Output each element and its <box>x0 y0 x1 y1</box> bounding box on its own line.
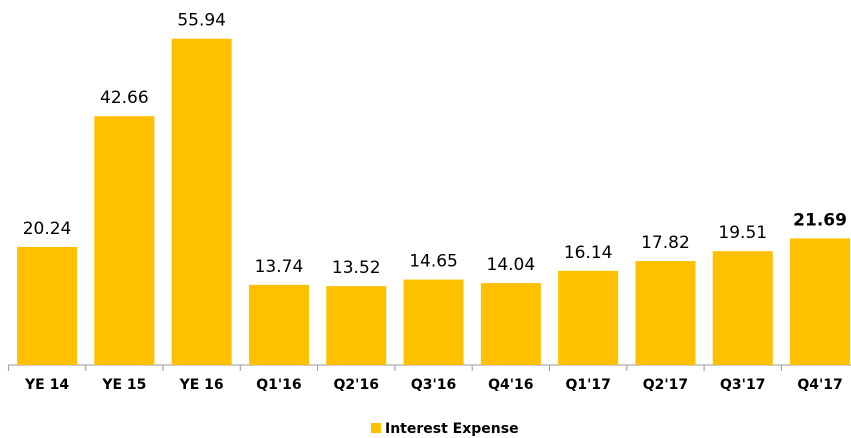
value-label: 13.52 <box>332 258 381 278</box>
x-tick-label: YE 14 <box>24 377 69 393</box>
value-label: 14.65 <box>409 252 458 272</box>
legend-swatch <box>371 423 381 433</box>
bar <box>712 251 773 365</box>
value-label: 21.69 <box>793 210 847 230</box>
x-tick-label: YE 16 <box>179 377 224 393</box>
x-tick-label: Q3'16 <box>411 377 456 393</box>
value-label: 16.14 <box>564 243 613 263</box>
bar <box>171 38 232 365</box>
x-tick-label: Q2'17 <box>643 377 688 393</box>
x-tick-label: Q3'17 <box>720 377 765 393</box>
value-label: 20.24 <box>23 219 72 239</box>
x-tick-label: Q1'16 <box>256 377 301 393</box>
bar <box>403 279 464 365</box>
x-tick-label: Q1'17 <box>565 377 610 393</box>
bar <box>248 284 309 365</box>
bar <box>480 283 541 365</box>
value-label: 19.51 <box>718 223 767 243</box>
x-tick-label: Q2'16 <box>334 377 379 393</box>
x-tick-label: Q4'16 <box>488 377 533 393</box>
x-tick-label: Q4'17 <box>797 377 842 393</box>
bar <box>558 270 619 365</box>
x-tick-label: YE 15 <box>101 377 146 393</box>
value-label: 55.94 <box>177 11 226 31</box>
bar <box>326 286 387 365</box>
legend-label: Interest Expense <box>385 421 519 437</box>
value-label: 13.74 <box>255 257 304 277</box>
value-label: 14.04 <box>487 255 536 275</box>
bar <box>790 238 851 365</box>
bar <box>17 246 78 365</box>
bar <box>94 116 155 366</box>
value-label: 17.82 <box>641 233 690 253</box>
bar <box>635 261 696 365</box>
value-label: 42.66 <box>100 88 149 108</box>
